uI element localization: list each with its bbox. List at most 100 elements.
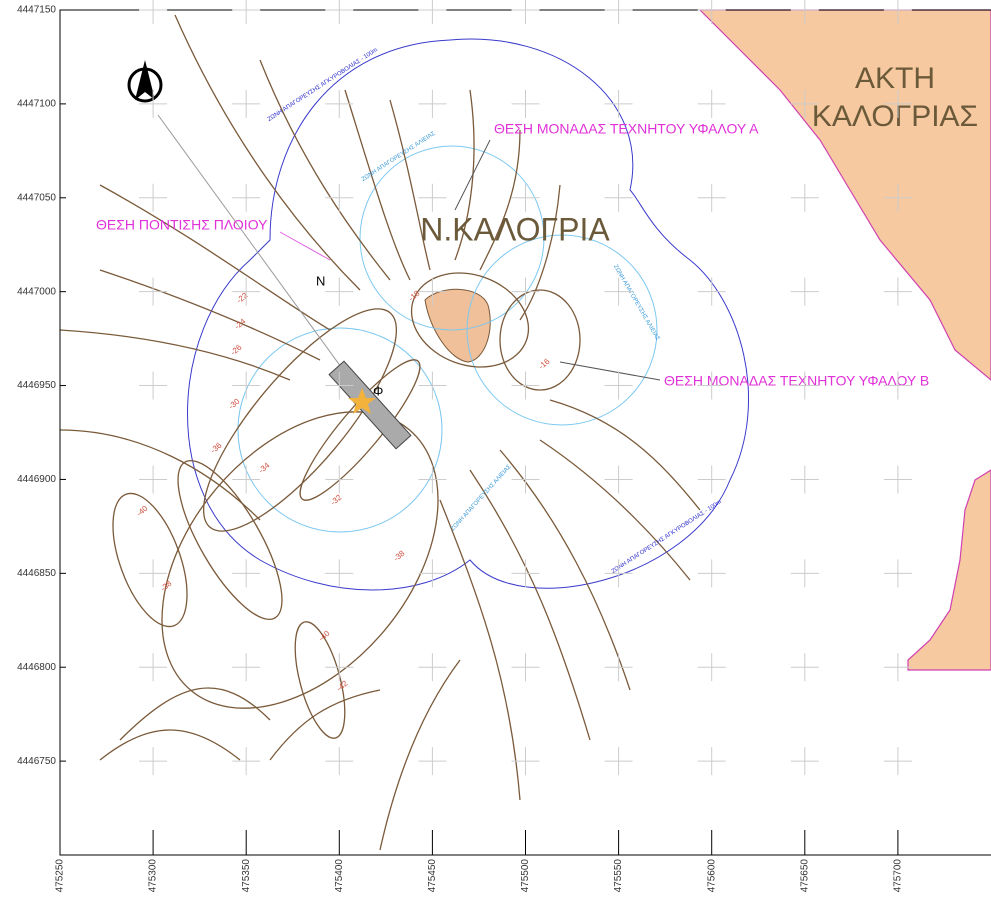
grid-cross — [883, 183, 912, 212]
y-tick-label: 4446950 — [17, 380, 56, 391]
x-tick-label: 475700 — [893, 859, 904, 893]
leader-line — [279, 231, 331, 261]
grid-cross — [511, 0, 540, 24]
grid-cross — [325, 277, 354, 306]
grid-cross — [418, 277, 447, 306]
grid-cross — [604, 183, 633, 212]
grid-cross — [139, 183, 168, 212]
grid-cross — [139, 0, 168, 24]
grid-cross — [790, 465, 819, 494]
grid-cross — [325, 559, 354, 588]
y-tick-label: 4447100 — [17, 99, 56, 110]
grid-cross — [139, 653, 168, 682]
grid-cross — [604, 465, 633, 494]
grid-cross — [604, 89, 633, 118]
ship-mark: Φ — [373, 383, 383, 398]
grid-cross — [883, 465, 912, 494]
contour — [519, 184, 561, 321]
coast-label: ΚΑΛΟΓΡΙΑΣ — [812, 100, 978, 133]
ship-label: ΘΕΣΗ ΠΟΝΤΙΣΗΣ ΠΛΟΙΟΥ — [96, 217, 268, 233]
grid-cross — [325, 183, 354, 212]
grid-cross — [790, 371, 819, 400]
leader-line — [559, 361, 661, 381]
grid-cross — [697, 371, 726, 400]
contour — [174, 14, 361, 291]
grid-cross — [139, 89, 168, 118]
y-tick-label: 4447150 — [17, 5, 56, 16]
grid-cross — [232, 559, 261, 588]
y-tick-label: 4446800 — [17, 662, 56, 673]
grid-cross — [418, 747, 447, 776]
anchor-mark: N — [316, 273, 325, 288]
contour — [379, 659, 461, 851]
grid-cross — [883, 0, 912, 24]
contour — [344, 89, 411, 281]
x-tick-label: 475550 — [613, 859, 624, 893]
x-tick-label: 475450 — [427, 859, 438, 893]
grid-cross — [418, 653, 447, 682]
grid-cross — [883, 653, 912, 682]
grid-cross — [511, 89, 540, 118]
x-tick-label: 475600 — [706, 859, 717, 893]
contour — [469, 469, 591, 741]
grid-cross — [511, 653, 540, 682]
contour — [549, 399, 701, 511]
contour — [99, 729, 241, 761]
grid-cross — [697, 183, 726, 212]
grid-cross — [418, 371, 447, 400]
contour — [389, 99, 431, 271]
grid-cross — [883, 747, 912, 776]
grid-cross — [511, 559, 540, 588]
contour — [299, 359, 421, 501]
grid-cross — [790, 0, 819, 24]
grid-cross — [697, 559, 726, 588]
grid-cross — [325, 371, 354, 400]
grid-cross — [232, 465, 261, 494]
ship-position — [348, 388, 376, 414]
leader-line — [157, 114, 366, 401]
contour — [259, 59, 391, 281]
contour — [99, 269, 321, 361]
grid-cross — [604, 277, 633, 306]
contour — [161, 411, 439, 709]
grid-cross — [697, 465, 726, 494]
grid-cross — [418, 89, 447, 118]
contour — [59, 329, 291, 381]
grid-cross — [604, 747, 633, 776]
x-tick-label: 475350 — [241, 859, 252, 893]
grid-cross — [139, 465, 168, 494]
grid-cross — [604, 559, 633, 588]
grid-cross — [697, 0, 726, 24]
grid-cross — [511, 277, 540, 306]
grid-cross — [418, 183, 447, 212]
grid-cross — [232, 747, 261, 776]
grid-cross — [883, 277, 912, 306]
grid-cross — [790, 89, 819, 118]
x-tick-label: 475400 — [334, 859, 345, 893]
reef-label: ΘΕΣΗ ΜΟΝΑΔΑΣ ΤΕΧΝΗΤΟΥ ΥΦΑΛΟΥ Β — [664, 373, 929, 389]
reef-label: ΘΕΣΗ ΜΟΝΑΔΑΣ ΤΕΧΝΗΤΟΥ ΥΦΑΛΟΥ Α — [494, 121, 759, 137]
grid-cross — [697, 277, 726, 306]
grid-cross — [418, 0, 447, 24]
grid-cross — [604, 653, 633, 682]
grid-cross — [511, 747, 540, 776]
grid-cross — [697, 747, 726, 776]
north-arrow — [127, 60, 163, 103]
grid-cross — [232, 0, 261, 24]
grid-cross — [139, 559, 168, 588]
x-tick-label: 475500 — [520, 859, 531, 893]
grid-cross — [232, 653, 261, 682]
grid-cross — [325, 89, 354, 118]
island — [424, 288, 491, 363]
grid-cross — [232, 89, 261, 118]
leader-line — [454, 139, 491, 211]
grid-cross — [604, 371, 633, 400]
grid-cross — [511, 371, 540, 400]
grid-cross — [325, 653, 354, 682]
contour — [202, 308, 398, 532]
contour — [177, 459, 283, 621]
contour — [119, 687, 271, 741]
grid-cross — [790, 559, 819, 588]
coast-land — [698, 9, 991, 381]
grid-cross — [232, 277, 261, 306]
